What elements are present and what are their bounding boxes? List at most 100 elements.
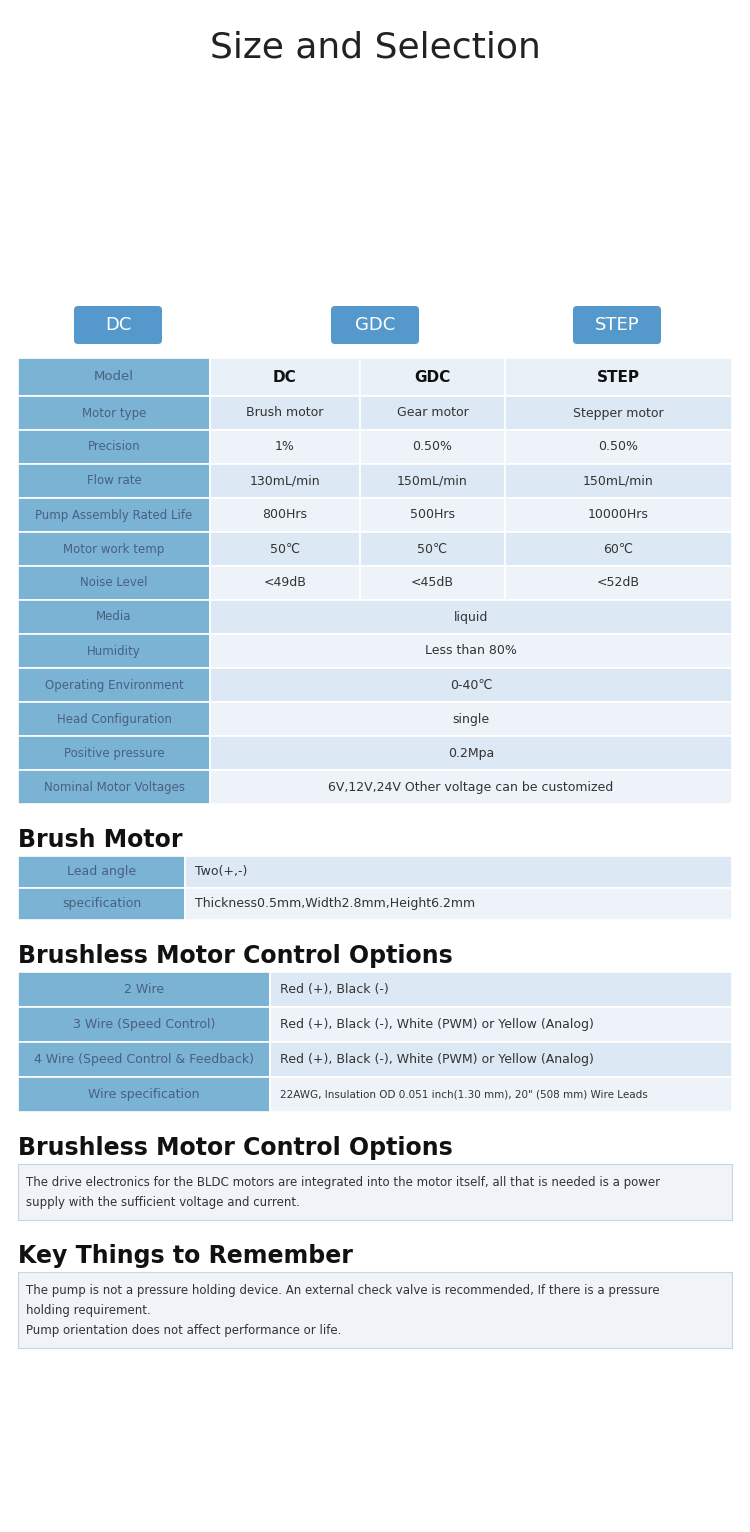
Bar bbox=[360, 565, 505, 601]
Text: Red (+), Black (-), White (PWM) or Yellow (Analog): Red (+), Black (-), White (PWM) or Yello… bbox=[280, 1052, 594, 1066]
FancyBboxPatch shape bbox=[331, 306, 419, 345]
Text: 0.50%: 0.50% bbox=[598, 441, 638, 453]
Text: single: single bbox=[452, 712, 490, 726]
Bar bbox=[210, 735, 732, 771]
Bar bbox=[505, 464, 732, 498]
Bar bbox=[18, 971, 270, 1007]
Text: 0-40℃: 0-40℃ bbox=[450, 679, 492, 691]
Bar bbox=[18, 1007, 270, 1042]
Bar bbox=[18, 771, 210, 804]
Bar bbox=[505, 358, 732, 395]
Text: The drive electronics for the BLDC motors are integrated into the motor itself, : The drive electronics for the BLDC motor… bbox=[26, 1177, 660, 1189]
Bar bbox=[18, 668, 210, 702]
Text: Motor type: Motor type bbox=[82, 406, 146, 420]
Text: 60℃: 60℃ bbox=[604, 542, 634, 556]
Text: Model: Model bbox=[94, 371, 134, 383]
Text: 10000Hrs: 10000Hrs bbox=[588, 509, 649, 521]
Bar bbox=[505, 395, 732, 430]
Text: Red (+), Black (-), White (PWM) or Yellow (Analog): Red (+), Black (-), White (PWM) or Yello… bbox=[280, 1017, 594, 1031]
Text: 800Hrs: 800Hrs bbox=[262, 509, 308, 521]
Bar bbox=[360, 395, 505, 430]
Text: DC: DC bbox=[273, 369, 297, 385]
Text: Thickness0.5mm,Width2.8mm,Height6.2mm: Thickness0.5mm,Width2.8mm,Height6.2mm bbox=[195, 898, 476, 910]
Bar bbox=[18, 498, 210, 532]
Bar bbox=[185, 856, 732, 889]
Bar bbox=[505, 565, 732, 601]
Text: Pump orientation does not affect performance or life.: Pump orientation does not affect perform… bbox=[26, 1324, 341, 1337]
Text: Brush Motor: Brush Motor bbox=[18, 827, 182, 852]
Text: Head Configuration: Head Configuration bbox=[56, 712, 172, 726]
Text: 22AWG, Insulation OD 0.051 inch(1.30 mm), 20" (508 mm) Wire Leads: 22AWG, Insulation OD 0.051 inch(1.30 mm)… bbox=[280, 1089, 648, 1100]
Text: GDC: GDC bbox=[414, 369, 451, 385]
Text: Flow rate: Flow rate bbox=[86, 475, 141, 487]
Bar bbox=[18, 358, 210, 395]
Bar bbox=[210, 771, 732, 804]
Text: Precision: Precision bbox=[88, 441, 140, 453]
Bar bbox=[505, 498, 732, 532]
Bar bbox=[210, 565, 360, 601]
Text: Motor work temp: Motor work temp bbox=[63, 542, 165, 556]
Bar bbox=[210, 358, 360, 395]
Bar bbox=[210, 498, 360, 532]
FancyBboxPatch shape bbox=[573, 306, 661, 345]
Text: 50℃: 50℃ bbox=[270, 542, 300, 556]
Bar bbox=[210, 601, 732, 634]
Bar bbox=[505, 430, 732, 464]
Text: Stepper motor: Stepper motor bbox=[573, 406, 664, 420]
Bar bbox=[210, 668, 732, 702]
Text: 6V,12V,24V Other voltage can be customized: 6V,12V,24V Other voltage can be customiz… bbox=[328, 780, 614, 794]
Text: 1%: 1% bbox=[275, 441, 295, 453]
Text: <49dB: <49dB bbox=[263, 576, 307, 590]
Text: Brushless Motor Control Options: Brushless Motor Control Options bbox=[18, 944, 453, 968]
Text: Brush motor: Brush motor bbox=[246, 406, 324, 420]
Text: supply with the sufficient voltage and current.: supply with the sufficient voltage and c… bbox=[26, 1196, 300, 1209]
Text: 50℃: 50℃ bbox=[418, 542, 448, 556]
FancyBboxPatch shape bbox=[74, 306, 162, 345]
Text: Red (+), Black (-): Red (+), Black (-) bbox=[280, 984, 388, 996]
Bar bbox=[210, 702, 732, 735]
Text: 4 Wire (Speed Control & Feedback): 4 Wire (Speed Control & Feedback) bbox=[34, 1052, 254, 1066]
Text: The pump is not a pressure holding device. An external check valve is recommende: The pump is not a pressure holding devic… bbox=[26, 1284, 660, 1298]
Text: <52dB: <52dB bbox=[597, 576, 640, 590]
Bar bbox=[18, 1164, 732, 1219]
Bar bbox=[18, 856, 185, 889]
Bar bbox=[18, 634, 210, 668]
Bar bbox=[210, 430, 360, 464]
Bar bbox=[18, 532, 210, 565]
Text: 150mL/min: 150mL/min bbox=[398, 475, 468, 487]
Bar bbox=[185, 889, 732, 921]
Text: 500Hrs: 500Hrs bbox=[410, 509, 455, 521]
Text: Lead angle: Lead angle bbox=[67, 866, 136, 878]
Bar bbox=[360, 464, 505, 498]
Bar bbox=[360, 430, 505, 464]
Bar bbox=[18, 395, 210, 430]
Text: 130mL/min: 130mL/min bbox=[250, 475, 320, 487]
Bar bbox=[210, 464, 360, 498]
Text: 3 Wire (Speed Control): 3 Wire (Speed Control) bbox=[73, 1017, 215, 1031]
Text: Pump Assembly Rated Life: Pump Assembly Rated Life bbox=[35, 509, 193, 521]
Text: specification: specification bbox=[62, 898, 141, 910]
Bar bbox=[18, 601, 210, 634]
Bar bbox=[360, 498, 505, 532]
Bar bbox=[18, 1272, 732, 1348]
Text: Media: Media bbox=[96, 610, 132, 624]
Text: Two(+,-): Two(+,-) bbox=[195, 866, 248, 878]
Text: STEP: STEP bbox=[595, 316, 639, 334]
Text: Size and Selection: Size and Selection bbox=[209, 31, 541, 64]
Bar bbox=[210, 395, 360, 430]
Bar bbox=[18, 1077, 270, 1112]
Bar bbox=[270, 971, 732, 1007]
Bar bbox=[18, 702, 210, 735]
Text: Less than 80%: Less than 80% bbox=[425, 645, 517, 657]
Text: STEP: STEP bbox=[597, 369, 640, 385]
Bar bbox=[270, 1007, 732, 1042]
Text: Operating Environment: Operating Environment bbox=[45, 679, 183, 691]
Bar bbox=[18, 1042, 270, 1077]
Text: 2 Wire: 2 Wire bbox=[124, 984, 164, 996]
Bar bbox=[18, 464, 210, 498]
Text: Nominal Motor Voltages: Nominal Motor Voltages bbox=[44, 780, 184, 794]
Text: liquid: liquid bbox=[454, 610, 488, 624]
Bar bbox=[18, 889, 185, 921]
Bar bbox=[18, 430, 210, 464]
Text: holding requirement.: holding requirement. bbox=[26, 1304, 151, 1318]
